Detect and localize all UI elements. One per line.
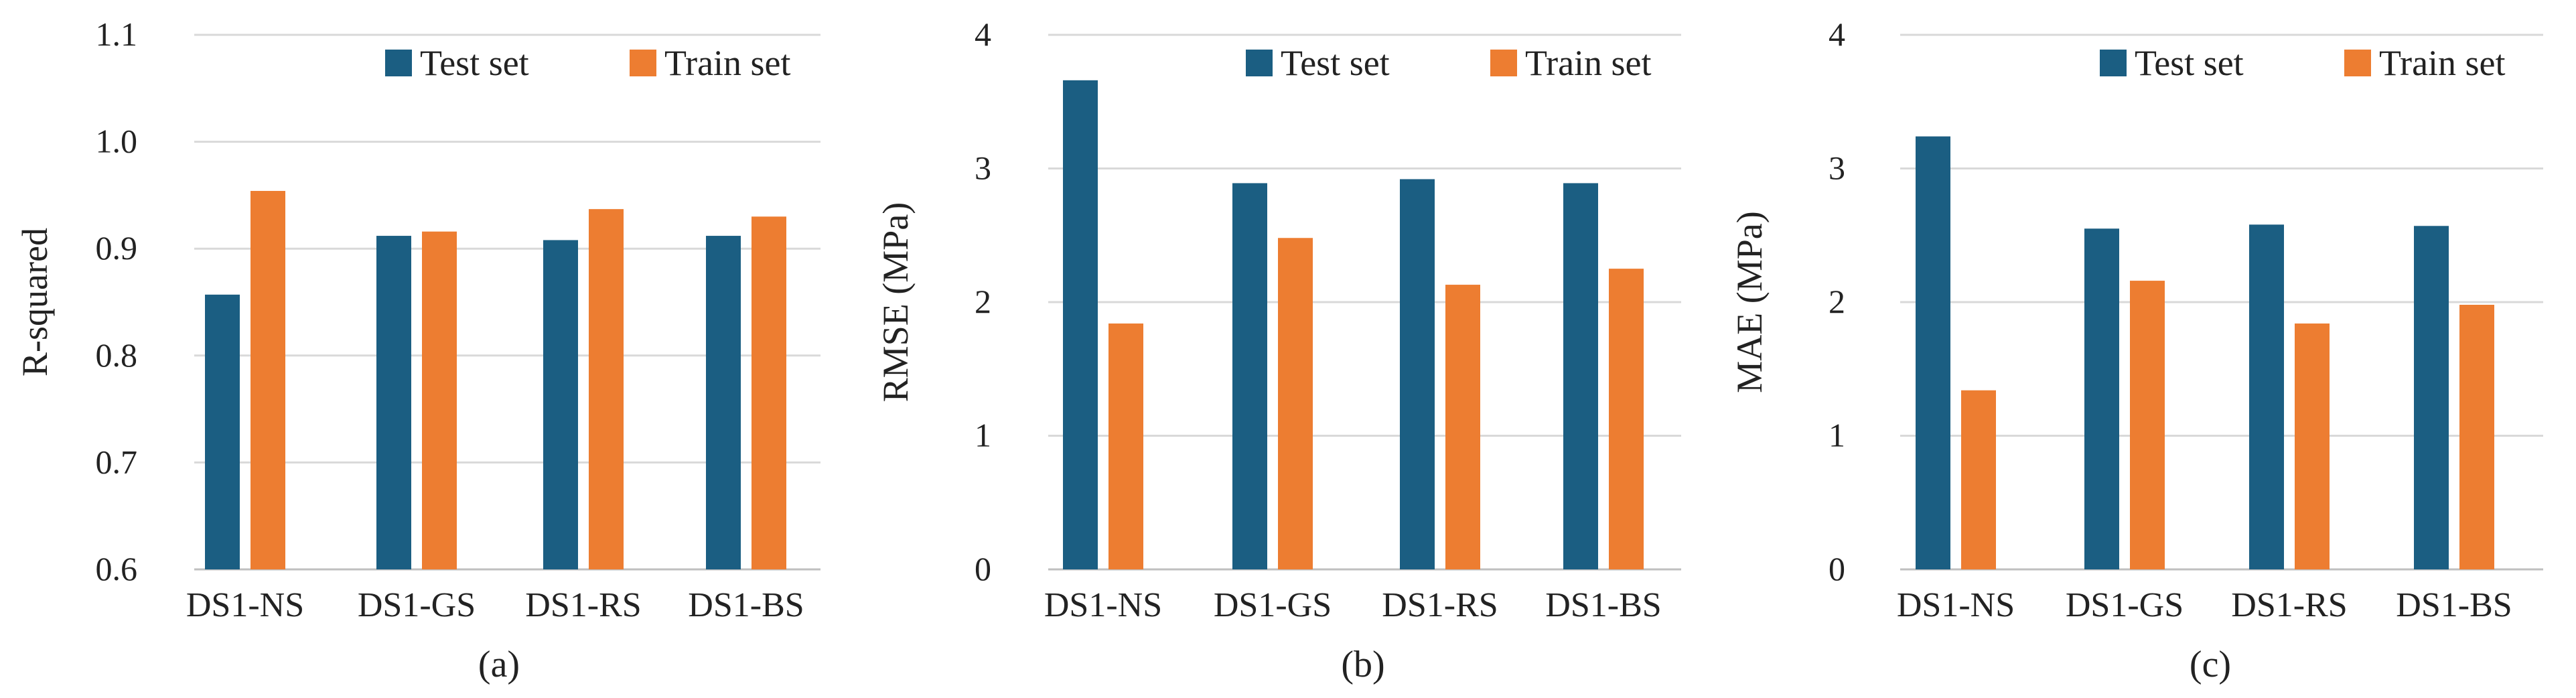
bar-train-set [2459,304,2494,569]
bar-test-set [2084,228,2119,569]
legend-swatch-train-set [630,50,656,76]
x-tick-label: DS1-GS [358,586,476,624]
y-tick-label: 1.1 [96,15,138,53]
panel-label: (c) [2190,644,2231,685]
bar-train-set [752,216,786,569]
legend-label: Train set [2379,43,2506,83]
bar-test-set [1400,179,1435,570]
x-tick-label: DS1-RS [2231,586,2347,624]
y-tick-label: 1 [1829,417,1845,454]
x-tick-label: DS1-NS [1044,586,1162,624]
bar-test-set [376,236,411,569]
bar-test-set [1916,136,1950,569]
panel-c: 0 1 2 3 4 MAE (MPa) DS1-NS DS1-GS DS1-RS DS1-BS Te… [1729,15,2543,685]
legend-swatch-train-set [1490,50,1517,76]
bar-train-set [422,231,457,569]
y-tick-label: 3 [975,149,991,187]
y-tick-label: 3 [1829,149,1845,187]
bar-test-set [1232,183,1267,569]
y-tick-label: 4 [975,15,991,53]
y-axis-label: MAE (MPa) [1729,211,1770,393]
y-tick-label: 2 [1829,283,1845,320]
y-tick-label: 4 [1829,15,1845,53]
legend-swatch-test-set [385,50,412,76]
bar-test-set [205,294,240,569]
legend-label: Train set [664,43,791,83]
y-tick-label: 0.8 [96,336,138,374]
legend-label: Test set [420,43,529,83]
x-tick-label: DS1-RS [1382,586,1498,624]
y-tick-label: 1.0 [96,123,138,160]
y-tick-label: 0 [1829,550,1845,587]
y-tick-label: 0.9 [96,229,138,267]
bar-test-set [1563,183,1598,569]
y-tick-label: 1 [975,417,991,454]
bar-train-set [251,191,285,569]
legend-swatch-train-set [2344,50,2371,76]
y-tick-label: 0.6 [96,550,138,587]
bar-train-set [1108,323,1143,569]
panel-label: (b) [1341,644,1384,685]
panel-label: (a) [478,644,520,685]
bar-train-set [1278,238,1313,569]
y-tick-label: 2 [975,283,991,320]
bar-train-set [589,209,624,569]
x-tick-label: DS1-BS [2396,586,2512,624]
legend-label: Train set [1525,43,1652,83]
legend-swatch-test-set [1246,50,1273,76]
bar-test-set [2414,226,2449,569]
x-tick-label: DS1-BS [1545,586,1661,624]
legend-label: Test set [1281,43,1390,83]
legend-label: Test set [2135,43,2244,83]
bar-test-set [2249,224,2284,569]
x-tick-label: DS1-GS [2066,586,2184,624]
y-axis-label: RMSE (MPa) [875,202,916,403]
bar-train-set [2295,323,2330,569]
bar-train-set [1609,269,1644,569]
bar-train-set [2130,281,2165,569]
y-tick-label: 0 [975,550,991,587]
legend-swatch-test-set [2100,50,2127,76]
bar-train-set [1961,390,1996,569]
y-axis-label: R-squared [15,228,55,376]
x-tick-label: DS1-BS [688,586,804,624]
bar-test-set [706,236,741,569]
y-tick-label: 0.7 [96,443,138,480]
x-tick-label: DS1-GS [1214,586,1332,624]
panel-a: 0.6 0.7 0.8 0.9 1.0 1.1 R-squared DS1-NS DS1-GS D… [15,15,820,685]
x-tick-label: DS1-NS [186,586,304,624]
bar-test-set [1063,80,1098,569]
x-tick-label: DS1-RS [525,586,641,624]
panel-b: 0 1 2 3 4 RMSE (MPa) DS1-NS DS1-GS DS1-RS DS1-BS T… [875,15,1681,685]
x-tick-label: DS1-NS [1897,586,2015,624]
bar-test-set [543,240,578,569]
bar-train-set [1445,285,1480,569]
